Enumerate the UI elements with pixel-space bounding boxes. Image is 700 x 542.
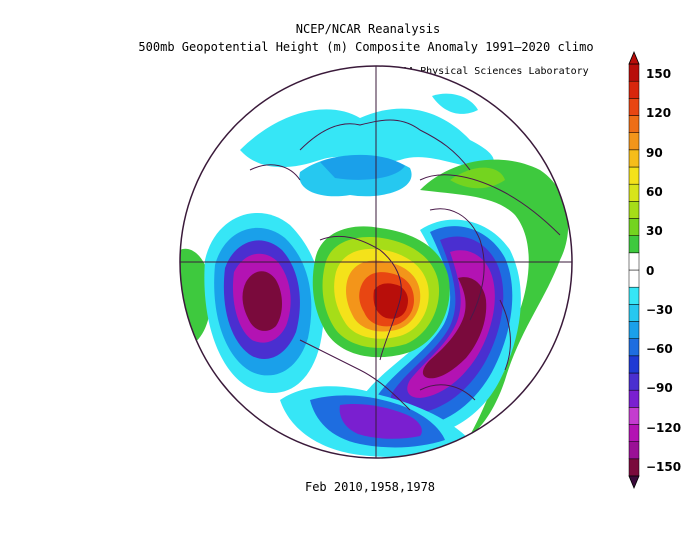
colorbar-tick-label: −120	[646, 420, 682, 435]
positive-anomaly-central-high	[312, 226, 450, 358]
colorbar-swatch	[628, 424, 640, 442]
colorbar-swatch	[628, 115, 640, 133]
colorbar-swatch	[628, 355, 640, 374]
colorbar-swatch	[628, 304, 640, 322]
colorbar-swatch	[628, 389, 640, 408]
colorbar-swatch	[628, 149, 640, 168]
colorbar-swatch	[628, 441, 640, 460]
colorbar-swatch	[628, 372, 640, 391]
colorbar-swatch	[628, 269, 640, 288]
colorbar-swatch	[628, 338, 640, 357]
colorbar-swatch	[628, 235, 640, 254]
colorbar-swatch	[628, 252, 640, 271]
colorbar-tick-label: 120	[646, 106, 672, 121]
coastlines	[249, 119, 561, 411]
colorbar-tick-label: −30	[646, 302, 673, 317]
colorbar-tick-label: 0	[646, 263, 655, 278]
composite-caption: Feb 2010,1958,1978	[304, 480, 436, 494]
colorbar-swatch	[628, 98, 640, 116]
colorbar-tick-label: −60	[646, 342, 673, 357]
colorbar-swatch	[628, 63, 640, 82]
colorbar-top-arrow	[628, 50, 640, 65]
colorbar-swatch	[628, 183, 640, 202]
colorbar-swatch	[628, 132, 640, 151]
colorbar-swatch	[628, 321, 640, 339]
positive-anomaly-europe	[420, 159, 569, 435]
colorbar-swatch	[628, 80, 640, 99]
colorbar-tick-label: 60	[646, 184, 663, 199]
map-title: NCEP/NCAR Reanalysis	[295, 22, 441, 36]
colorbar-tick-label: 30	[646, 224, 663, 239]
negative-anomaly-east-trough	[357, 219, 521, 440]
colorbar-swatch	[628, 218, 640, 236]
negative-anomaly-south	[280, 386, 470, 457]
colorbar-swatch	[628, 286, 640, 305]
colorbar-bottom-arrow	[628, 475, 640, 490]
negative-anomaly-west-low	[204, 212, 324, 393]
colorbar-swatch	[628, 201, 640, 219]
colorbar-tick-label: 150	[646, 67, 672, 81]
negative-anomaly-arctic	[240, 93, 494, 197]
credit-label: NOAA Physical Sciences Laboratory	[390, 66, 589, 77]
colorbar-tick-label: 90	[646, 145, 663, 160]
colorbar-tick-label: −150	[646, 460, 682, 474]
colorbar-tick-label: −90	[646, 381, 673, 396]
colorbar-swatch	[628, 458, 640, 477]
map-subtitle: 500mb Geopotential Height (m) Composite …	[138, 40, 594, 54]
colorbar-swatch	[628, 407, 640, 425]
colorbar-swatch	[628, 166, 640, 185]
